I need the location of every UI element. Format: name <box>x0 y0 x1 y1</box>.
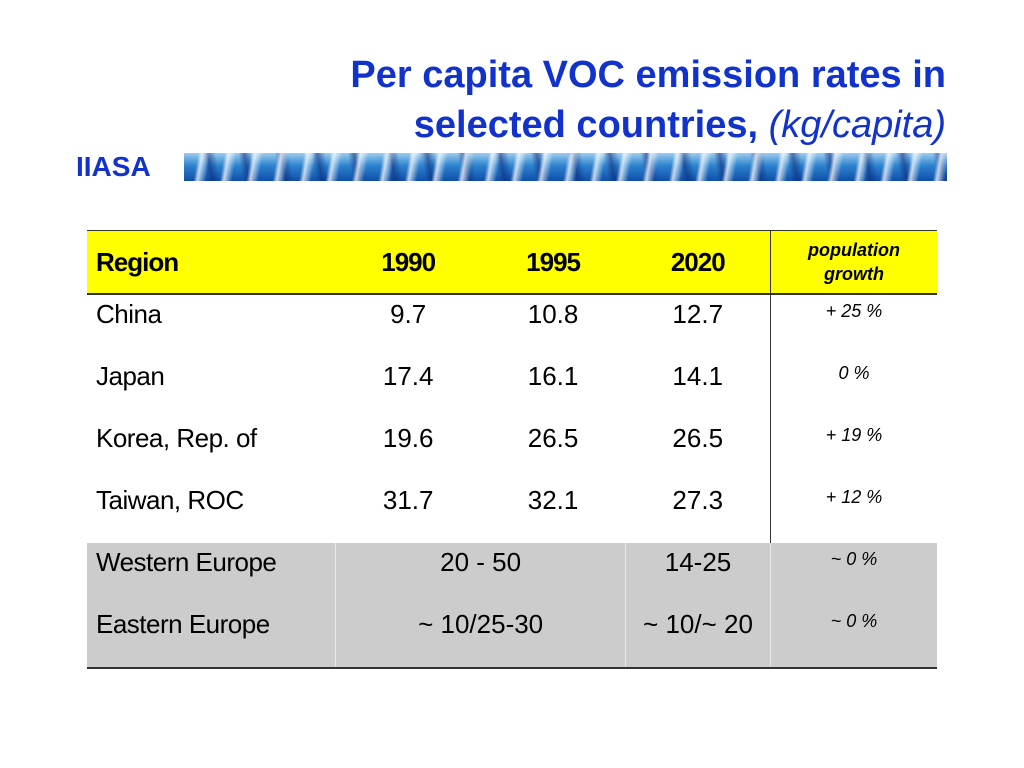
cell-2020: 14.1 <box>672 361 724 391</box>
table-row-grey: Western Europe 20 - 50 14-25 ~ 0 % <box>87 543 937 605</box>
table-row: China 9.7 10.8 12.7 + 25 % <box>87 294 937 357</box>
cell-growth: + 19 % <box>769 419 937 481</box>
cell-2020: 27.3 <box>672 485 724 515</box>
cell-growth: ~ 0 % <box>769 543 937 605</box>
water-banner-image <box>184 153 947 181</box>
title-unit: (kg/capita) <box>768 104 946 146</box>
cell-region: Taiwan, ROC <box>96 485 244 515</box>
cell-2020: 14-25 <box>625 543 771 605</box>
cell-1990: 31.7 <box>382 485 434 515</box>
cell-2020: ~ 10/~ 20 <box>625 605 771 669</box>
cell-region: China <box>96 299 162 329</box>
header-population: population <box>807 240 900 260</box>
title-line-1: Per capita VOC emission rates in <box>350 54 946 96</box>
header-1990: 1990 <box>335 230 481 295</box>
cell-region: Western Europe <box>87 543 337 605</box>
cell-1995: 16.1 <box>527 361 579 391</box>
cell-1995: 26.5 <box>527 423 579 453</box>
cell-region: Japan <box>96 361 165 391</box>
cell-1995: 10.8 <box>527 299 579 329</box>
table-header-row: Region 1990 1995 2020 population growth <box>87 230 937 295</box>
header-1995: 1995 <box>480 230 626 295</box>
cell-growth: 0 % <box>769 357 937 419</box>
cell-1995: 32.1 <box>527 485 579 515</box>
header-growth: growth <box>823 264 884 284</box>
title-line-2: selected countries, (kg/capita) <box>350 100 946 150</box>
cell-growth: ~ 0 % <box>769 605 937 669</box>
table-row-grey: Eastern Europe ~ 10/25-30 ~ 10/~ 20 ~ 0 … <box>87 605 937 669</box>
cell-1990: 9.7 <box>390 299 427 329</box>
header-2020: 2020 <box>625 230 771 295</box>
slide-title: Per capita VOC emission rates in selecte… <box>350 50 946 150</box>
header-population-growth: population growth <box>769 230 937 295</box>
cell-1990-1995: 20 - 50 <box>335 543 627 605</box>
cell-1990: 19.6 <box>382 423 434 453</box>
cell-2020: 26.5 <box>672 423 724 453</box>
cell-growth: + 25 % <box>769 294 937 357</box>
org-label: IIASA <box>76 151 151 182</box>
cell-region: Korea, Rep. of <box>96 423 257 453</box>
header-region: Region <box>87 230 336 295</box>
title-line-2-text: selected countries, <box>413 104 759 146</box>
table-row: Taiwan, ROC 31.7 32.1 27.3 + 12 % <box>87 481 937 543</box>
cell-region: Eastern Europe <box>87 605 337 669</box>
cell-growth: + 12 % <box>769 481 937 543</box>
cell-2020: 12.7 <box>672 299 724 329</box>
cell-1990: 17.4 <box>382 361 434 391</box>
table-row: Korea, Rep. of 19.6 26.5 26.5 + 19 % <box>87 419 937 481</box>
table-row: Japan 17.4 16.1 14.1 0 % <box>87 357 937 419</box>
emissions-table: Region 1990 1995 2020 population growth C… <box>87 230 937 669</box>
cell-1990-1995: ~ 10/25-30 <box>335 605 627 669</box>
